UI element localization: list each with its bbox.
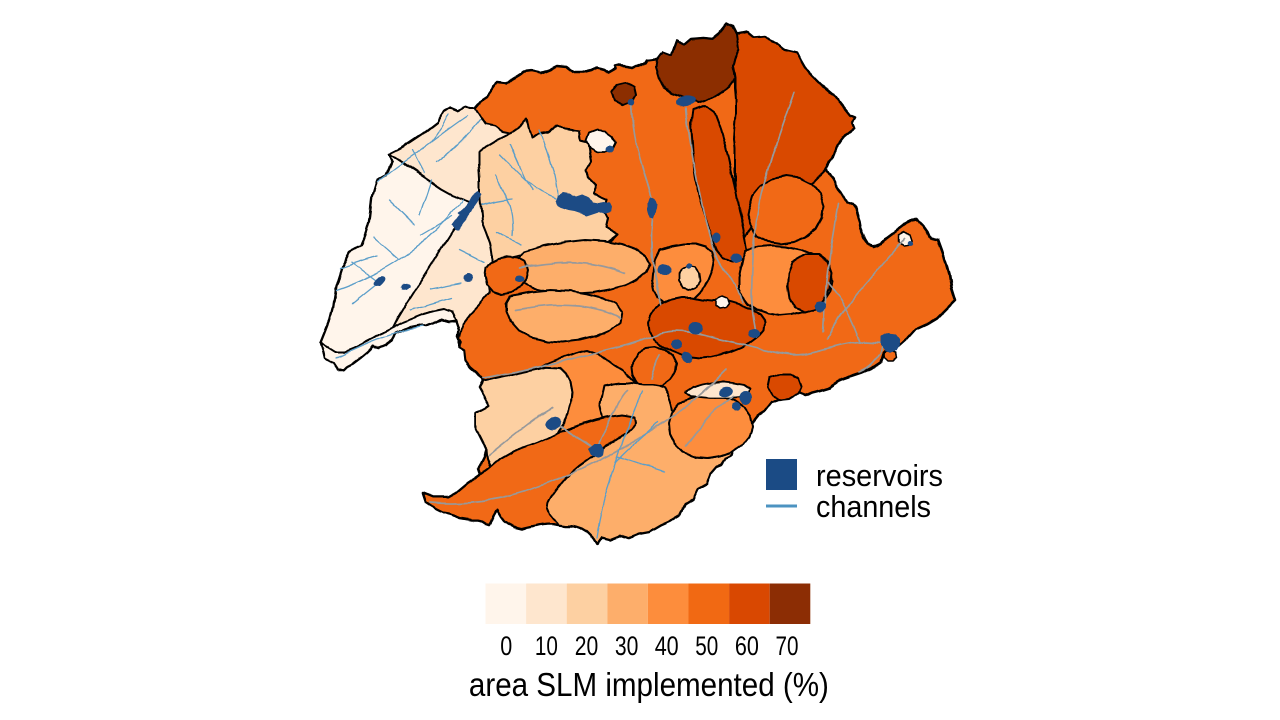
- svg-text:reservoirs: reservoirs: [816, 458, 943, 493]
- svg-text:40: 40: [655, 631, 679, 661]
- svg-text:channels: channels: [816, 489, 931, 524]
- svg-text:10: 10: [535, 631, 558, 661]
- svg-text:20: 20: [575, 631, 599, 661]
- svg-text:60: 60: [735, 631, 759, 661]
- svg-text:50: 50: [695, 631, 718, 661]
- svg-text:70: 70: [776, 631, 799, 661]
- svg-text:area SLM implemented (%): area SLM implemented (%): [469, 666, 829, 703]
- svg-text:0: 0: [500, 631, 512, 661]
- svg-text:30: 30: [615, 631, 639, 661]
